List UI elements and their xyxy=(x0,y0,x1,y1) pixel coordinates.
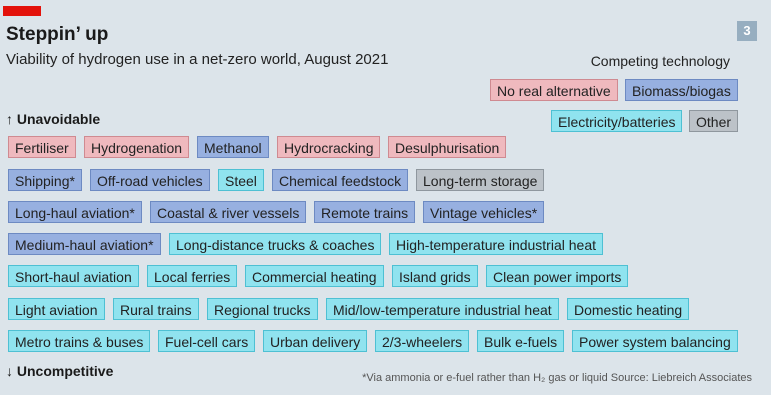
scale-bottom-label: ↓ Uncompetitive xyxy=(6,363,114,379)
legend-item-biomass: Biomass/biogas xyxy=(625,79,738,101)
use-case-tag: Off-road vehicles xyxy=(90,169,210,191)
scale-top-label: ↑ Unavoidable xyxy=(6,111,101,127)
use-case-tag: 2/3-wheelers xyxy=(375,330,470,352)
chart-number-badge: 3 xyxy=(737,21,757,41)
use-case-tag: Short-haul aviation xyxy=(8,265,139,287)
use-case-tag: Medium-haul aviation* xyxy=(8,233,161,255)
use-case-tag: Power system balancing xyxy=(572,330,738,352)
legend-item-electric: Electricity/batteries xyxy=(551,110,683,132)
use-case-tag: Island grids xyxy=(392,265,478,287)
use-case-tag: Rural trains xyxy=(113,298,199,320)
use-case-tag: Coastal & river vessels xyxy=(150,201,307,223)
use-case-tag: Long-term storage xyxy=(416,169,545,191)
use-case-tag: Light aviation xyxy=(8,298,105,320)
chart-title: Steppin’ up xyxy=(6,24,109,45)
use-case-tag: Urban delivery xyxy=(263,330,368,352)
use-case-tag: Steel xyxy=(218,169,264,191)
legend-item-other: Other xyxy=(689,110,739,132)
use-case-tag: Clean power imports xyxy=(486,265,629,287)
chart-subtitle: Viability of hydrogen use in a net-zero … xyxy=(6,51,389,68)
use-case-tag: Chemical feedstock xyxy=(272,169,409,191)
use-case-tag: Regional trucks xyxy=(207,298,318,320)
legend-item-no-real: No real alternative xyxy=(490,79,618,101)
use-case-tag: Local ferries xyxy=(147,265,238,287)
use-case-tag: Domestic heating xyxy=(567,298,690,320)
use-case-tag: Long-distance trucks & coaches xyxy=(169,233,382,255)
use-case-tag: Hydrocracking xyxy=(277,136,381,158)
use-case-tag: Fuel-cell cars xyxy=(158,330,256,352)
use-case-tag: Metro trains & buses xyxy=(8,330,151,352)
use-case-tag: Fertiliser xyxy=(8,136,76,158)
use-case-tag: Long-haul aviation* xyxy=(8,201,142,223)
use-case-tag: Remote trains xyxy=(314,201,416,223)
use-case-tag: Mid/low-temperature industrial heat xyxy=(326,298,559,320)
footnote: *Via ammonia or e-fuel rather than H₂ ga… xyxy=(362,372,752,384)
use-case-tag: Shipping* xyxy=(8,169,82,191)
use-case-tag: Desulphurisation xyxy=(388,136,507,158)
use-case-tag: Methanol xyxy=(197,136,269,158)
use-case-tag: Hydrogenation xyxy=(84,136,190,158)
use-case-tag: Commercial heating xyxy=(245,265,384,287)
brand-red-bar xyxy=(3,6,41,16)
use-case-tag: Bulk e-fuels xyxy=(477,330,565,352)
use-case-tag: Vintage vehicles* xyxy=(423,201,545,223)
use-case-tag: High-temperature industrial heat xyxy=(389,233,603,255)
legend-title: Competing technology xyxy=(590,53,730,69)
